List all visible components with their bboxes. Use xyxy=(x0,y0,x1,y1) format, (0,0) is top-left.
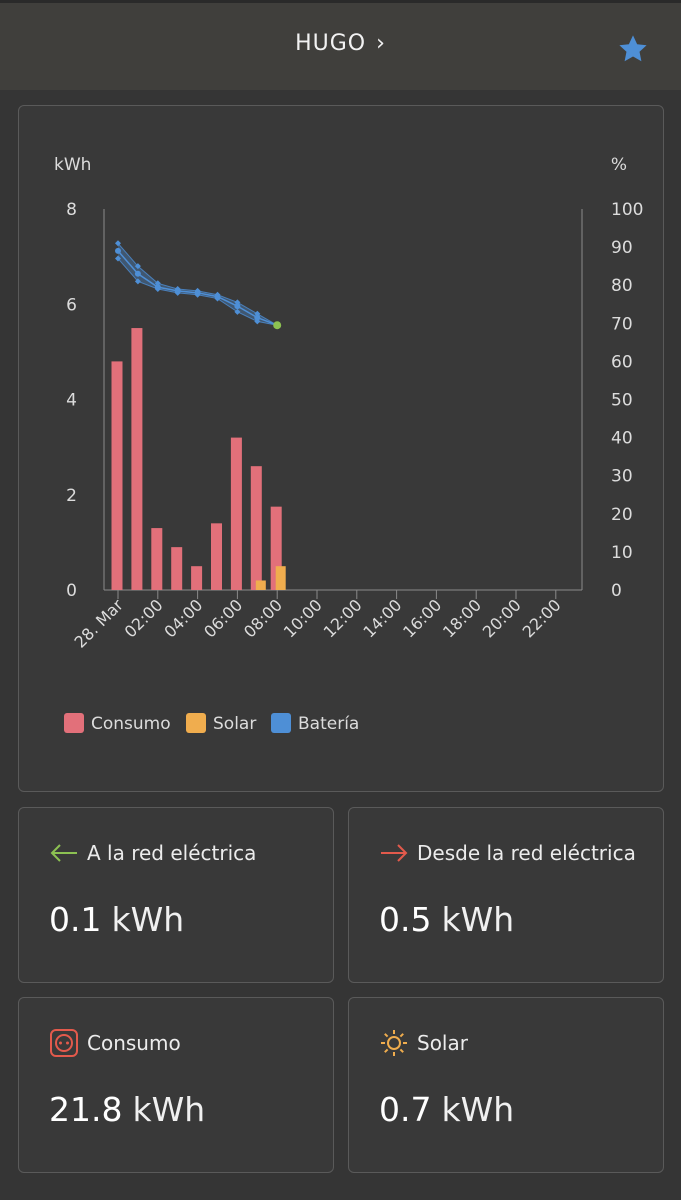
consumo-bar xyxy=(230,437,242,590)
legend-label: Batería xyxy=(298,714,359,734)
legend-label: Consumo xyxy=(91,714,171,734)
site-title[interactable]: HUGO xyxy=(295,31,367,56)
y-right-tick-label: 10 xyxy=(611,543,633,563)
battery-range-marker xyxy=(154,286,161,293)
from-grid-value: 0.5 xyxy=(379,900,432,939)
battery-range-marker xyxy=(174,289,181,296)
x-tick-label: 06:00 xyxy=(200,595,246,641)
y-right-tick-label: 80 xyxy=(611,276,633,296)
consumo-bar xyxy=(171,547,183,590)
solar-value: 0.7 xyxy=(379,1090,432,1129)
to-grid-card: A la red eléctrica 0.1 kWh xyxy=(18,807,334,983)
y-right-tick-label: 20 xyxy=(611,505,633,525)
sun-icon xyxy=(381,1030,407,1056)
y-right-tick-label: 30 xyxy=(611,467,633,487)
solar-bar xyxy=(255,580,266,590)
energy-chart-card: kWh% 8 6 4 2 0 100 90 80 70 60 50 40 30 20 10 0 28. Mar 02… xyxy=(18,105,664,792)
y-right-tick-label: 90 xyxy=(611,238,633,258)
battery-range-marker xyxy=(134,278,141,285)
solar-label: Solar xyxy=(417,1031,468,1055)
consumo-bar xyxy=(250,466,262,590)
battery-range-marker xyxy=(174,286,181,293)
consumption-value: 21.8 xyxy=(49,1090,123,1129)
socket-icon xyxy=(50,1029,78,1057)
x-tick-label: 14:00 xyxy=(359,595,405,641)
star-icon[interactable] xyxy=(617,33,649,65)
battery-current-point xyxy=(273,321,282,330)
x-tick-label: 16:00 xyxy=(399,595,445,641)
battery-range-marker xyxy=(134,263,141,270)
battery-range-marker xyxy=(194,291,201,298)
consumo-bar xyxy=(131,328,143,590)
from-grid-card: Desde la red eléctrica 0.5 kWh xyxy=(348,807,664,983)
y-left-tick-label: 2 xyxy=(66,486,77,506)
legend-swatch xyxy=(271,713,291,733)
from-grid-unit: kWh xyxy=(441,900,515,939)
x-tick-label: 04:00 xyxy=(160,595,206,641)
consumo-bar xyxy=(111,361,123,590)
consumption-label: Consumo xyxy=(87,1031,181,1055)
battery-range-marker xyxy=(254,318,261,325)
battery-range-band xyxy=(118,243,278,326)
y-right-unit: % xyxy=(611,155,627,175)
legend-label: Solar xyxy=(213,714,256,734)
solar-unit: kWh xyxy=(441,1090,515,1129)
x-tick-label: 02:00 xyxy=(121,595,167,641)
y-right-tick-label: 40 xyxy=(611,429,633,449)
x-tick-label: 22:00 xyxy=(519,595,565,641)
to-grid-label: A la red eléctrica xyxy=(87,841,257,865)
consumo-bar xyxy=(270,506,282,590)
x-tick-label: 08:00 xyxy=(240,595,286,641)
consumption-card: Consumo 21.8 kWh xyxy=(18,997,334,1173)
y-left-tick-label: 4 xyxy=(66,391,77,411)
y-right-tick-label: 0 xyxy=(611,581,622,601)
x-tick-label: 28. Mar xyxy=(70,595,127,652)
battery-point xyxy=(254,314,261,321)
consumo-bar xyxy=(151,528,163,590)
battery-range-marker xyxy=(254,310,261,317)
site-title-link[interactable]: HUGO › xyxy=(0,31,681,56)
solar-bar xyxy=(275,566,286,590)
chevron-right-icon[interactable]: › xyxy=(376,31,386,56)
to-grid-unit: kWh xyxy=(111,900,185,939)
solar-card: Solar 0.7 kWh xyxy=(348,997,664,1173)
y-left-tick-label: 6 xyxy=(66,295,77,315)
battery-point xyxy=(134,270,141,277)
consumo-bar xyxy=(211,523,222,590)
y-right-tick-label: 70 xyxy=(611,314,633,334)
x-tick-label: 20:00 xyxy=(479,595,525,641)
top-bar: HUGO › xyxy=(0,0,681,90)
battery-range-marker xyxy=(214,291,221,298)
legend-swatch xyxy=(186,713,206,733)
battery-range-marker xyxy=(154,280,161,287)
x-tick-label: 12:00 xyxy=(320,595,366,641)
consumo-bar xyxy=(191,566,203,590)
arrow-right-icon xyxy=(381,844,408,862)
battery-range-marker xyxy=(115,240,121,247)
battery-point xyxy=(115,247,121,254)
y-left-unit: kWh xyxy=(54,155,91,175)
y-right-tick-label: 50 xyxy=(611,391,633,411)
x-tick-label: 18:00 xyxy=(439,595,485,641)
consumption-unit: kWh xyxy=(132,1090,206,1129)
battery-range-marker xyxy=(115,255,121,262)
x-tick-label: 10:00 xyxy=(280,595,326,641)
y-left-tick-label: 0 xyxy=(66,581,77,601)
battery-range-marker xyxy=(194,287,201,294)
from-grid-label: Desde la red eléctrica xyxy=(417,841,636,865)
battery-point xyxy=(234,303,241,310)
y-right-tick-label: 60 xyxy=(611,352,633,372)
y-left-tick-label: 8 xyxy=(66,200,77,220)
battery-range-marker xyxy=(234,308,241,315)
battery-range-marker xyxy=(214,295,221,302)
battery-range-marker xyxy=(234,299,241,306)
arrow-left-icon xyxy=(50,844,77,862)
y-right-tick-label: 100 xyxy=(611,200,643,220)
to-grid-value: 0.1 xyxy=(49,900,102,939)
legend-swatch xyxy=(64,713,84,733)
